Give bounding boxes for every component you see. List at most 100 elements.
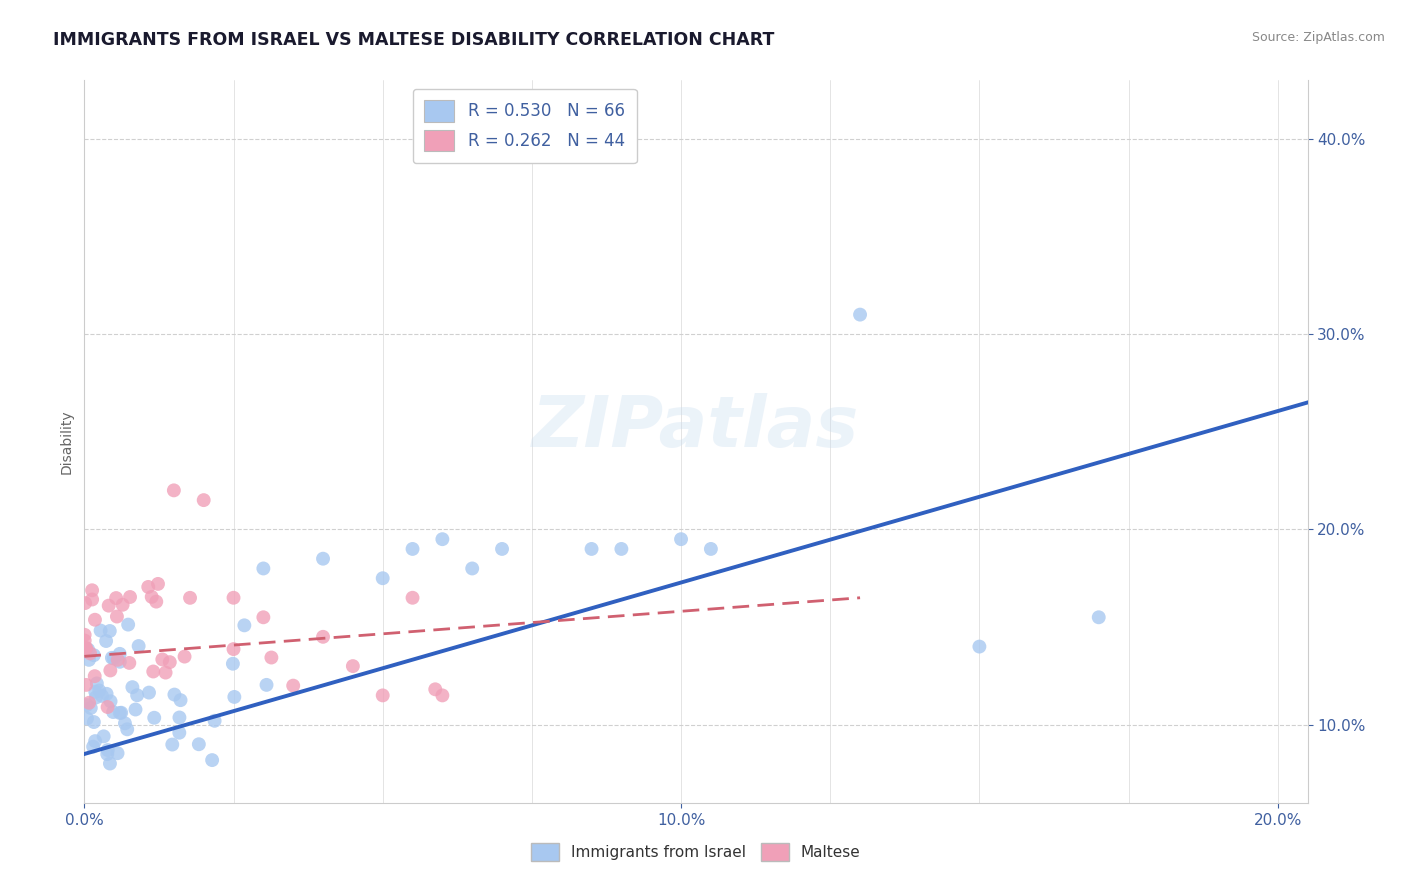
Point (222, 642, 245, 657)
Point (108, 706, 131, 720)
Point (97, 743, 120, 757)
Point (83, 714, 105, 729)
Point (669, 532, 692, 546)
Text: ZIPatlas: ZIPatlas (533, 392, 859, 461)
Point (77, 696, 100, 710)
Point (84, 685, 107, 699)
Point (169, 725, 191, 739)
Point (204, 714, 226, 728)
Point (103, 651, 125, 665)
Point (73, 628, 96, 642)
Point (107, 653, 129, 667)
Point (90, 624, 112, 638)
Point (187, 737, 209, 751)
Point (163, 483, 186, 498)
Point (138, 685, 160, 699)
Legend: Immigrants from Israel, Maltese: Immigrants from Israel, Maltese (524, 837, 868, 867)
Point (98, 664, 121, 678)
Point (97, 599, 120, 613)
Point (124, 702, 146, 716)
Point (581, 541, 603, 556)
Point (849, 308, 872, 322)
Point (179, 591, 201, 605)
Point (98, 624, 121, 638)
Point (224, 690, 246, 704)
Point (76, 712, 98, 726)
Point (83, 648, 105, 663)
Point (432, 532, 454, 546)
Point (77, 642, 100, 657)
Point (169, 693, 191, 707)
Point (114, 716, 136, 731)
Point (342, 659, 364, 673)
Point (173, 649, 195, 664)
Point (141, 590, 163, 604)
Y-axis label: Disability: Disability (59, 409, 73, 474)
Text: IMMIGRANTS FROM ISRAEL VS MALTESE DISABILITY CORRELATION CHART: IMMIGRANTS FROM ISRAEL VS MALTESE DISABI… (53, 31, 775, 49)
Point (82, 592, 104, 607)
Point (193, 493, 215, 508)
Point (105, 591, 128, 605)
Point (82, 739, 104, 754)
Point (117, 617, 139, 632)
Point (969, 640, 991, 654)
Point (256, 678, 278, 692)
Point (91, 689, 114, 703)
Point (233, 618, 256, 632)
Point (145, 594, 167, 608)
Point (159, 655, 181, 669)
Point (136, 580, 159, 594)
Point (76, 698, 98, 712)
Point (108, 655, 131, 669)
Point (142, 665, 165, 679)
Point (260, 650, 283, 665)
Point (128, 639, 150, 653)
Point (115, 723, 138, 737)
Point (1087, 610, 1109, 624)
Point (222, 657, 245, 671)
Point (371, 689, 394, 703)
Point (155, 665, 177, 680)
Point (461, 561, 484, 575)
Point (111, 598, 134, 612)
Point (432, 689, 454, 703)
Point (146, 577, 169, 591)
Point (98, 756, 121, 771)
Point (312, 630, 335, 644)
Point (89, 683, 111, 698)
Point (610, 541, 633, 556)
Point (401, 541, 423, 556)
Point (107, 746, 129, 760)
Point (150, 652, 173, 666)
Point (75, 678, 97, 692)
Point (86, 676, 108, 690)
Point (94, 634, 117, 648)
Point (96, 747, 118, 761)
Point (97, 700, 120, 714)
Point (84, 613, 107, 627)
Point (101, 705, 124, 719)
Point (252, 561, 274, 575)
Point (93, 730, 115, 744)
Point (84, 690, 107, 705)
Point (401, 591, 423, 605)
Point (222, 591, 245, 605)
Point (312, 551, 335, 566)
Point (84, 734, 107, 748)
Point (77, 653, 100, 667)
Point (101, 650, 124, 665)
Point (83, 669, 105, 683)
Point (201, 753, 224, 767)
Point (118, 590, 141, 604)
Point (100, 694, 122, 708)
Point (110, 706, 132, 720)
Point (169, 710, 191, 724)
Point (80, 701, 103, 715)
Text: Source: ZipAtlas.com: Source: ZipAtlas.com (1251, 31, 1385, 45)
Point (79, 646, 101, 660)
Point (163, 688, 186, 702)
Point (73, 633, 96, 648)
Point (82, 583, 104, 598)
Point (96, 687, 118, 701)
Point (118, 656, 141, 670)
